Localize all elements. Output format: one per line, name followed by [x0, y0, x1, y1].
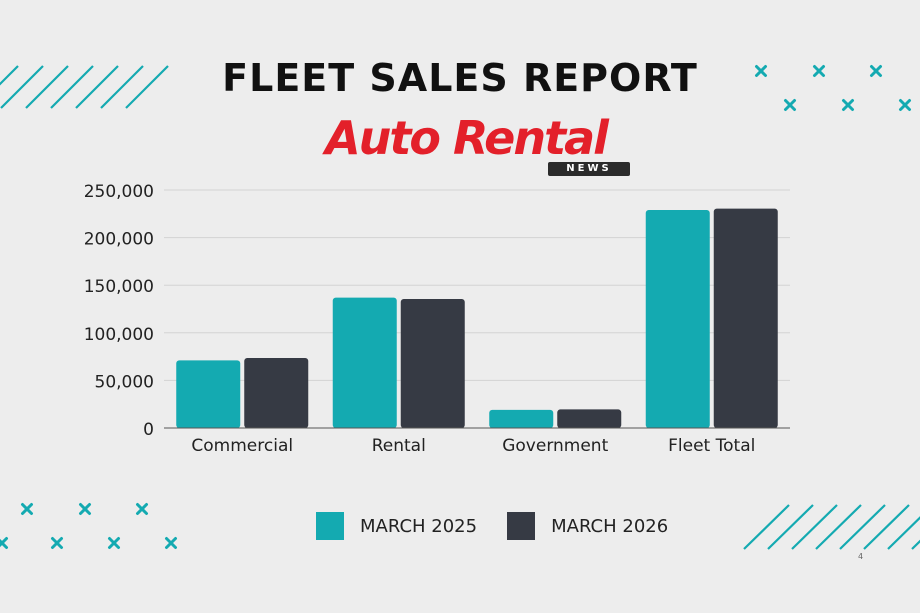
bar: [489, 409, 554, 428]
x-tick-label: Fleet Total: [668, 436, 755, 456]
x-mark-decoration: [755, 65, 767, 77]
x-mark-decoration: [136, 503, 148, 515]
bar: [244, 358, 309, 428]
y-tick-label: 50,000: [95, 372, 154, 392]
legend-label-2026: MARCH 2026: [551, 515, 669, 537]
stripe-decoration: [887, 516, 920, 550]
y-tick-label: 0: [143, 420, 154, 440]
stripe-decoration: [25, 65, 69, 109]
stripe-decoration: [100, 65, 144, 109]
x-mark-decoration: [899, 99, 911, 111]
legend-item-2025: MARCH 2025: [316, 512, 477, 540]
chart-legend: MARCH 2025 MARCH 2026: [316, 512, 698, 540]
bar: [645, 209, 710, 428]
y-tick-label: 200,000: [84, 230, 154, 250]
logo-wordmark: Auto Rental: [325, 111, 609, 165]
x-mark-decoration: [21, 503, 33, 515]
legend-label-2025: MARCH 2025: [360, 515, 478, 537]
stripe-decoration: [839, 504, 886, 550]
x-mark-decoration: [51, 537, 63, 549]
page-number: 4: [858, 552, 864, 561]
y-tick-label: 150,000: [84, 277, 154, 297]
bar: [713, 208, 778, 428]
stripe-decoration: [767, 504, 814, 550]
x-mark-decoration: [0, 537, 8, 549]
page-title: FLEET SALES REPORT: [222, 56, 698, 100]
stripe-decoration: [0, 65, 19, 86]
y-tick-label: 250,000: [84, 182, 154, 202]
stripe-decoration: [815, 504, 862, 550]
stripe-decoration: [50, 65, 94, 109]
x-mark-decoration: [79, 503, 91, 515]
x-tick-label: Rental: [372, 436, 426, 456]
x-tick-label: Commercial: [191, 436, 293, 456]
stripe-decoration: [75, 65, 119, 109]
auto-rental-news-logo: Auto Rental NEWS: [296, 112, 636, 180]
x-mark-decoration: [870, 65, 882, 77]
x-mark-decoration: [108, 537, 120, 549]
stripe-decoration: [0, 65, 44, 109]
logo-subtitle: NEWS: [548, 162, 630, 176]
x-mark-decoration: [842, 99, 854, 111]
stripe-decoration: [743, 504, 790, 550]
x-mark-decoration: [813, 65, 825, 77]
legend-swatch-2025: [316, 512, 344, 540]
x-tick-label: Government: [502, 436, 608, 456]
y-tick-label: 100,000: [84, 325, 154, 345]
bar: [332, 297, 397, 428]
legend-swatch-2026: [507, 512, 536, 540]
legend-item-2026: MARCH 2026: [507, 512, 668, 540]
x-mark-decoration: [165, 537, 177, 549]
bar: [557, 409, 622, 428]
stripe-decoration: [791, 504, 838, 550]
stripe-decoration: [125, 65, 169, 109]
bar: [176, 360, 241, 428]
bar: [400, 299, 465, 428]
x-mark-decoration: [784, 99, 796, 111]
stripe-decoration: [863, 504, 910, 550]
